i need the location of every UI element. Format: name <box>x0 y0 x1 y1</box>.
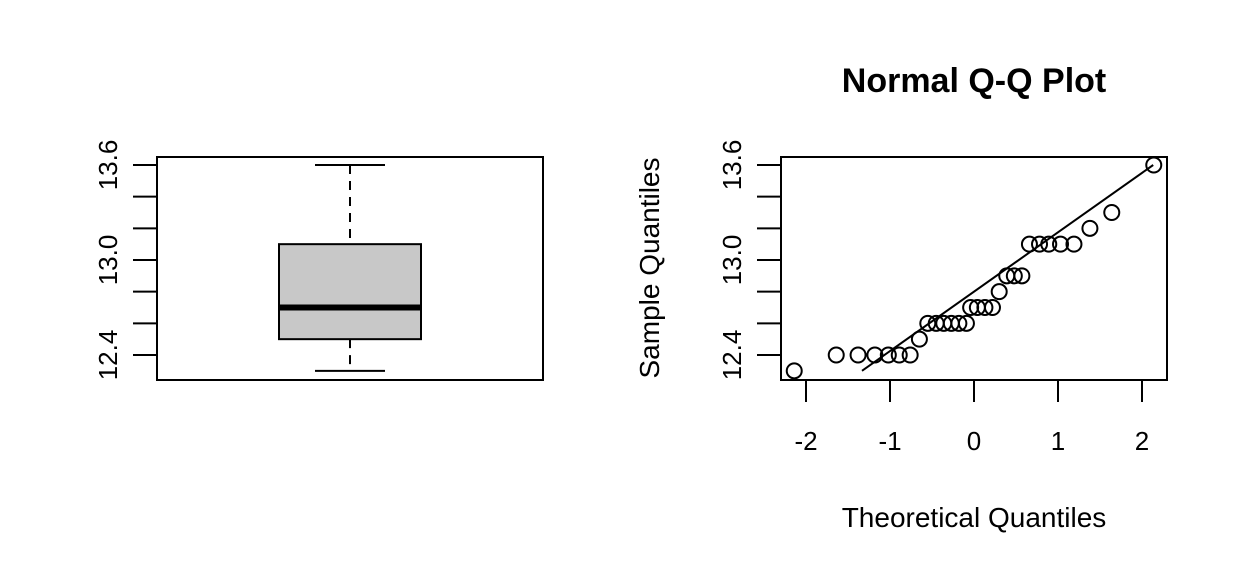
qq-plot-title: Normal Q-Q Plot <box>842 62 1106 100</box>
qq-plot-marks <box>785 156 1163 380</box>
boxplot-panel: 12.4 13.0 13.6 <box>93 140 544 381</box>
qq-point <box>910 330 928 348</box>
qq-point <box>866 346 884 364</box>
qq-x-tick-label: 1 <box>1051 426 1065 456</box>
boxplot-y-tick-label: 12.4 <box>93 330 123 381</box>
qq-point <box>901 346 919 364</box>
qq-point <box>1145 156 1163 174</box>
qq-point <box>827 346 845 364</box>
qq-point <box>957 314 975 332</box>
boxplot-marks <box>278 164 422 372</box>
qq-point <box>1005 267 1023 285</box>
qq-point <box>879 346 897 364</box>
qq-point <box>849 346 867 364</box>
qq-plot-frame <box>780 156 1168 381</box>
qq-y-tick-label: 13.0 <box>717 235 747 286</box>
qq-x-tick-label: -1 <box>878 426 901 456</box>
qq-y-tick-label: 13.6 <box>717 140 747 191</box>
qq-x-axis: -2 -1 0 1 2 <box>794 379 1149 456</box>
qq-point <box>990 283 1008 301</box>
qq-y-tick-label: 12.4 <box>717 330 747 381</box>
qq-point <box>1081 219 1099 237</box>
qq-x-tick-label: 0 <box>967 426 981 456</box>
qq-point <box>890 346 908 364</box>
qq-point <box>1040 235 1058 253</box>
qq-point <box>1031 235 1049 253</box>
qq-point <box>1065 235 1083 253</box>
qq-x-tick-label: -2 <box>794 426 817 456</box>
qq-point <box>976 299 994 316</box>
qq-point <box>1013 267 1031 285</box>
qq-point <box>950 314 968 332</box>
boxplot-y-axis: 12.4 13.0 13.6 <box>93 140 158 381</box>
qq-point <box>1052 235 1070 253</box>
qq-x-tick-label: 2 <box>1135 426 1149 456</box>
qq-y-axis: 12.4 13.0 13.6 <box>717 140 782 381</box>
qq-x-axis-title: Theoretical Quantiles <box>842 502 1107 533</box>
qq-point <box>983 299 1001 316</box>
qq-point <box>785 362 803 380</box>
qq-point <box>1020 235 1038 253</box>
qq-y-axis-title: Sample Quantiles <box>634 157 665 378</box>
boxplot-y-tick-label: 13.6 <box>93 140 123 191</box>
qq-point <box>1103 204 1121 221</box>
boxplot-y-tick-label: 13.0 <box>93 235 123 286</box>
qq-plot-panel: Normal Q-Q Plot 12.4 13.0 13.6 -2 -1 0 1 2 The… <box>634 62 1168 533</box>
interquartile-box <box>278 243 422 341</box>
